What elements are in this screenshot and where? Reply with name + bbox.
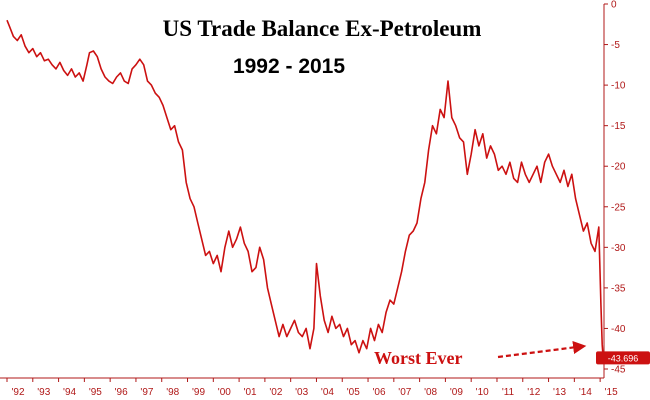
x-tick-label: '09 (450, 387, 463, 398)
y-tick-label: -10 (611, 81, 626, 92)
x-tick-label: '07 (398, 387, 411, 398)
chart-title: US Trade Balance Ex-Petroleum (163, 16, 482, 41)
last-value-badge: -43.696 (596, 351, 650, 365)
last-value-badge-box (596, 351, 650, 365)
y-tick-label: -45 (611, 365, 626, 376)
x-tick-label: '14 (579, 387, 592, 398)
x-tick-label: '02 (269, 387, 282, 398)
x-tick-label: '92 (11, 387, 24, 398)
worst-ever-annotation: Worst Ever (374, 348, 462, 368)
x-tick-label: '13 (553, 387, 566, 398)
y-tick-label: -20 (611, 162, 626, 173)
x-tick-label: '96 (115, 387, 128, 398)
series-layer (6, 19, 604, 359)
x-tick-label: '15 (605, 387, 618, 398)
x-tick-label: '01 (244, 387, 257, 398)
worst-ever-arrow (497, 340, 587, 359)
x-tick-label: '05 (347, 387, 360, 398)
x-tick-label: '00 (218, 387, 231, 398)
y-tick-label: -5 (611, 40, 620, 51)
y-tick-label: 0 (611, 0, 617, 11)
y-tick-label: -15 (611, 121, 626, 132)
x-tick-label: '98 (166, 387, 179, 398)
x-tick-label: '93 (37, 387, 50, 398)
x-tick-label: '11 (502, 387, 515, 398)
chart-subtitle: 1992 - 2015 (233, 55, 345, 78)
y-tick-label: -40 (611, 324, 626, 335)
x-tick-label: '04 (321, 387, 334, 398)
y-tick-label: -25 (611, 202, 626, 213)
x-tick-label: '12 (527, 387, 540, 398)
x-tick-label: '10 (476, 387, 489, 398)
y-tick-label: -30 (611, 243, 626, 254)
series-line (6, 19, 604, 359)
x-tick-label: '94 (63, 387, 76, 398)
axis-layer: 0 -5 -10 -15 -20 -25 -30 -35 -40 -45 '92 '93 '94 '95 '… (0, 0, 626, 398)
x-tick-label: '95 (89, 387, 102, 398)
x-tick-label: '08 (424, 387, 437, 398)
x-tick-label: '97 (140, 387, 153, 398)
x-tick-label: '99 (192, 387, 205, 398)
last-value-label: -43.696 (608, 353, 639, 363)
x-tick-label: '03 (295, 387, 308, 398)
x-tick-label: '06 (373, 387, 386, 398)
y-tick-label: -35 (611, 283, 626, 294)
